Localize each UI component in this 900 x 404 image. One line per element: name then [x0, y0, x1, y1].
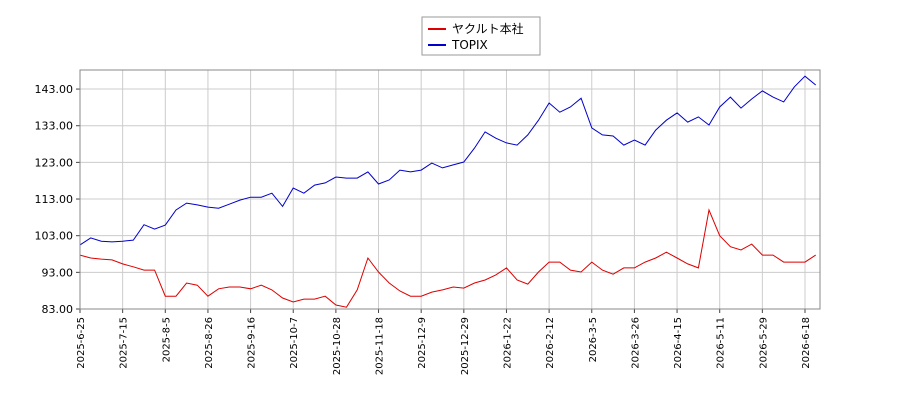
x-tick-label: 2026-3-5	[588, 317, 599, 362]
x-tick-label: 2025-10-7	[289, 317, 300, 369]
x-tick-label: 2025-11-18	[375, 317, 386, 375]
y-tick-label: 83.00	[42, 303, 74, 316]
x-tick-label: 2025-6-25	[76, 317, 87, 369]
line-series	[79, 75, 817, 246]
y-tick-label: 143.00	[35, 83, 74, 96]
x-tick-label: 2025-7-15	[119, 317, 130, 369]
x-tick-label: 2026-4-15	[673, 317, 684, 369]
y-tick-label: 133.00	[35, 120, 74, 133]
x-tick-label: 2026-1-22	[502, 317, 513, 369]
x-tick-label: 2026-5-29	[758, 317, 769, 369]
plot-border	[79, 69, 821, 310]
x-tick-label: 2025-8-26	[204, 317, 215, 369]
x-tick-label: 2026-6-18	[801, 317, 812, 369]
y-tick-label: 113.00	[35, 193, 74, 206]
x-tick-label: 2026-5-11	[716, 317, 727, 369]
x-tick-label: 2025-9-16	[247, 317, 258, 369]
y-tick-label: 103.00	[35, 230, 74, 243]
y-tick-label: 123.00	[35, 156, 74, 169]
x-tick-label: 2026-2-12	[545, 317, 556, 369]
x-tick-label: 2026-3-26	[630, 317, 641, 369]
x-tick-label: 2025-12-9	[417, 317, 428, 369]
plot-area	[79, 69, 821, 310]
x-tick-label: 2025-8-5	[161, 317, 172, 362]
legend-label: ヤクルト本社	[452, 21, 524, 36]
x-tick-label: 2025-10-28	[332, 317, 343, 375]
y-tick-label: 93.00	[42, 266, 74, 279]
x-tick-label: 2025-12-29	[460, 317, 471, 375]
legend-label: TOPIX	[451, 38, 488, 52]
legend-box	[421, 16, 541, 56]
line-series	[79, 208, 816, 308]
